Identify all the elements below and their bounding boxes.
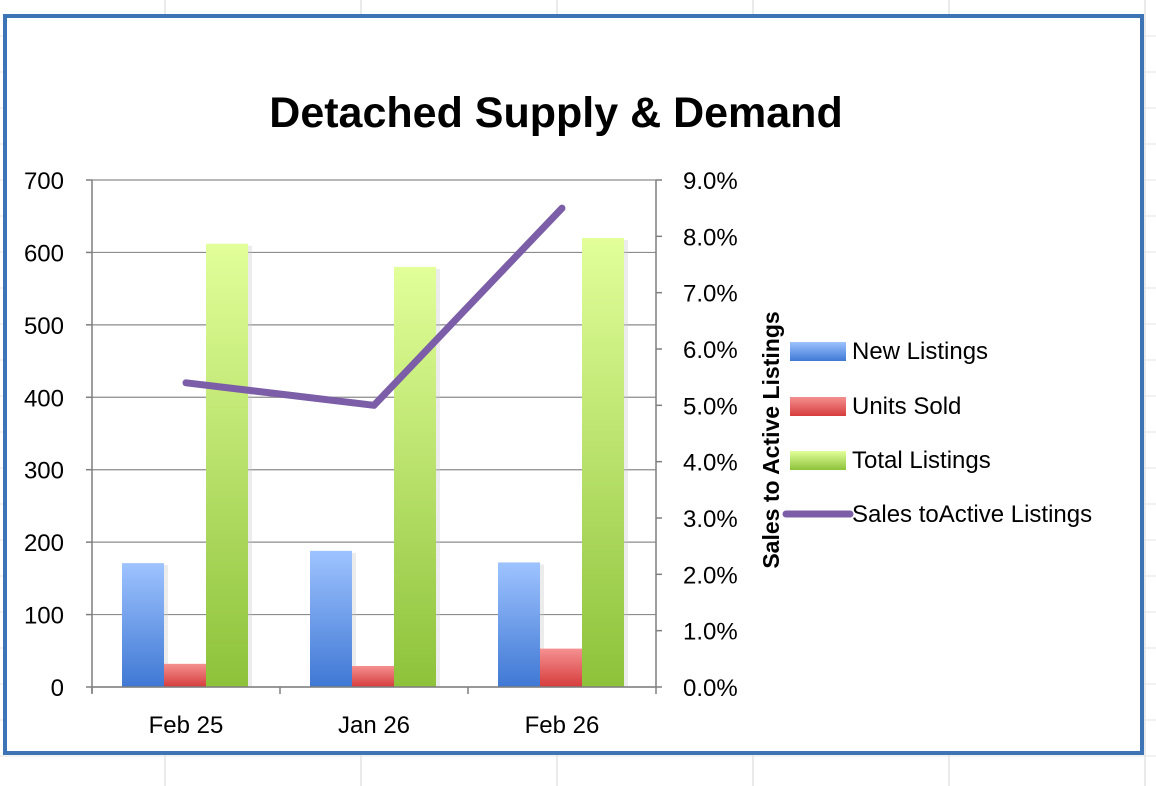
left-tick-label: 300	[24, 458, 64, 485]
left-tick-label: 600	[24, 240, 64, 267]
chart-title: Detached Supply & Demand	[269, 89, 842, 137]
left-tick-label: 200	[24, 530, 64, 557]
legend: New Listings Units Sold Total Listings S…	[782, 338, 1092, 528]
legend-label-total-listings: Total Listings	[852, 447, 991, 474]
left-axis-ticks: 0 100 200 300 400 500 600 700	[24, 168, 92, 702]
bar-total-listings	[206, 243, 248, 688]
right-axis-ticks: 0.0% 1.0% 2.0% 3.0% 4.0% 5.0% 6.0% 7.0% 8.0% 9.0%	[656, 168, 738, 702]
right-tick-label: 5.0%	[683, 393, 738, 420]
bars	[122, 237, 628, 688]
right-tick-label: 1.0%	[683, 619, 738, 646]
legend-swatch-total-listings	[790, 451, 846, 470]
legend-swatch-units-sold	[790, 397, 846, 416]
right-tick-label: 0.0%	[683, 675, 738, 702]
bar-units-sold	[540, 648, 582, 687]
right-tick-label: 6.0%	[683, 337, 738, 364]
gridlines	[92, 179, 656, 688]
left-tick-label: 100	[24, 603, 64, 630]
x-tick-label: Feb 25	[149, 712, 224, 739]
bar-new-listings	[310, 550, 352, 687]
right-axis-label: Sales to Active Listings	[758, 311, 784, 568]
bar-units-sold	[164, 663, 206, 687]
left-tick-label: 0	[51, 675, 64, 702]
legend-label-new-listings: New Listings	[852, 338, 988, 365]
axes	[91, 180, 657, 694]
ratio-line-layer	[182, 204, 566, 409]
left-tick-label: 500	[24, 313, 64, 340]
right-tick-label: 2.0%	[683, 562, 738, 589]
bar-total-listings	[394, 266, 436, 687]
right-tick-label: 9.0%	[683, 168, 738, 195]
legend-label-units-sold: Units Sold	[852, 393, 961, 420]
x-axis-ticks: Feb 25 Jan 26 Feb 26	[149, 712, 600, 739]
bar-new-listings	[122, 563, 164, 687]
right-tick-label: 8.0%	[683, 224, 738, 251]
bar-total-listings	[582, 237, 624, 687]
legend-swatch-new-listings	[790, 342, 846, 361]
right-tick-label: 3.0%	[683, 506, 738, 533]
right-tick-label: 4.0%	[683, 450, 738, 477]
bar-new-listings	[498, 562, 540, 687]
x-tick-label: Jan 26	[338, 712, 410, 739]
x-tick-label: Feb 26	[525, 712, 600, 739]
left-tick-label: 700	[24, 168, 64, 195]
right-tick-label: 7.0%	[683, 281, 738, 308]
bar-units-sold	[352, 665, 394, 687]
legend-label-sales-ratio: Sales toActive Listings	[852, 501, 1092, 528]
left-tick-label: 400	[24, 385, 64, 412]
